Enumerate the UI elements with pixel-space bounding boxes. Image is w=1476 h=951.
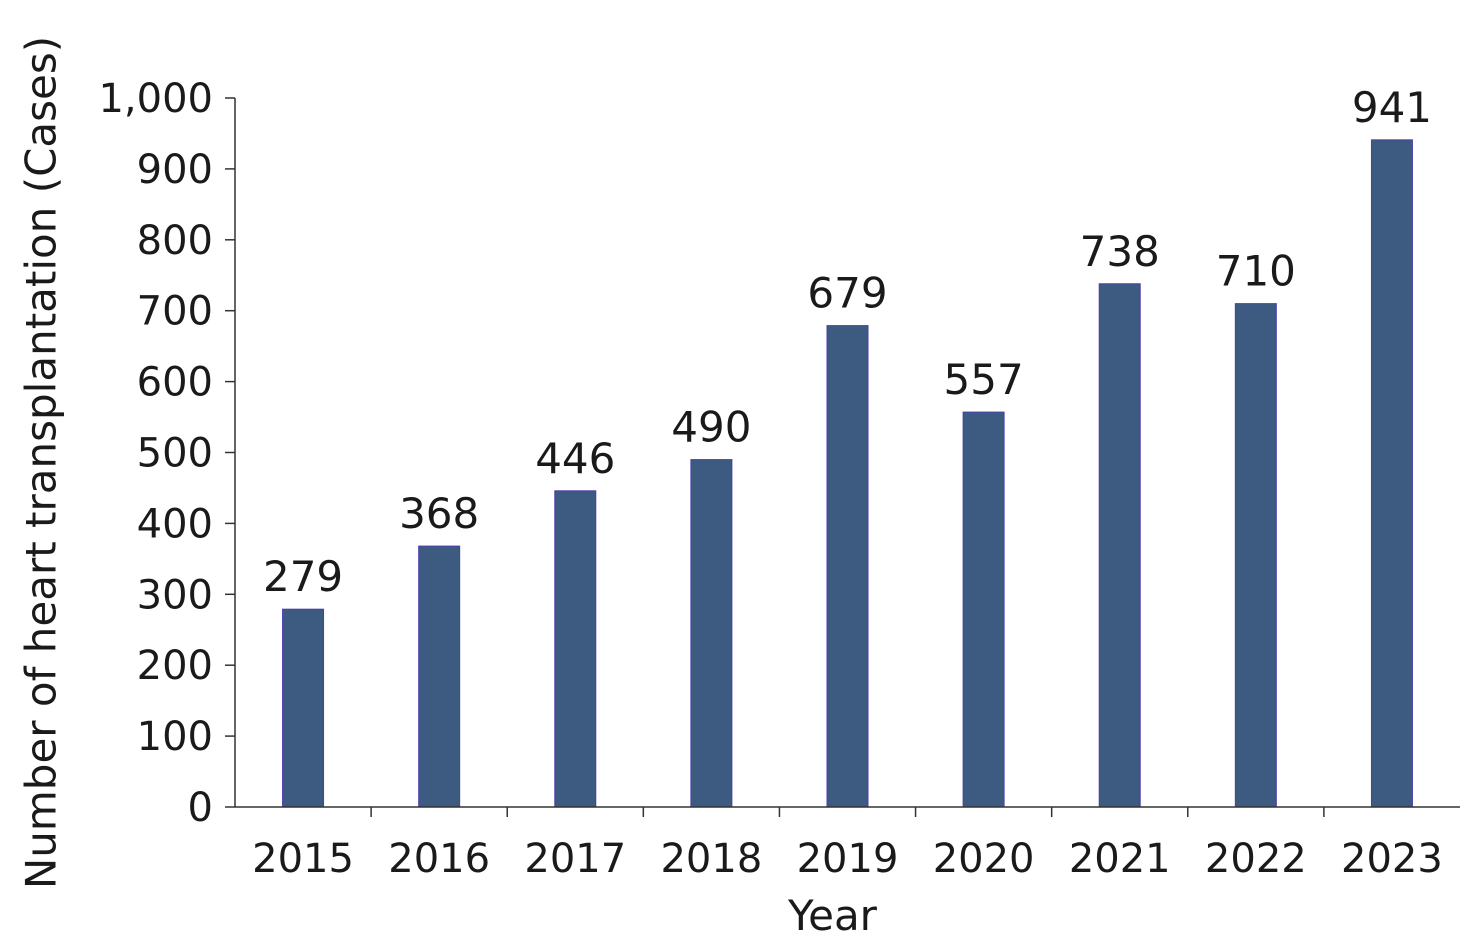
bar-2022 — [1234, 303, 1277, 808]
y-tick-label: 900 — [137, 147, 213, 193]
x-tick-label: 2019 — [797, 836, 899, 882]
data-label-2015: 279 — [263, 552, 343, 601]
bar-2016 — [418, 545, 461, 808]
x-tick-label: 2021 — [1069, 836, 1171, 882]
data-label-2020: 557 — [944, 355, 1024, 404]
bar-2021 — [1098, 283, 1141, 808]
x-axis-title: Year — [787, 891, 878, 940]
x-tick-label: 2023 — [1341, 836, 1443, 882]
data-label-2023: 941 — [1352, 83, 1432, 132]
y-tick-label: 300 — [137, 572, 213, 618]
data-label-2021: 738 — [1080, 227, 1160, 276]
x-tick-label: 2016 — [388, 836, 490, 882]
data-label-2019: 679 — [807, 269, 887, 318]
y-axis-title: Number of heart transplantation (Cases) — [17, 36, 66, 889]
x-tick-label: 2020 — [933, 836, 1035, 882]
y-tick-label: 100 — [137, 714, 213, 760]
x-axis-ticks: 2015 2016 2017 2018 2019 2020 2021 2022 2023 — [252, 807, 1443, 882]
y-tick-label: 1,000 — [98, 76, 213, 122]
data-label-2017: 446 — [535, 434, 615, 483]
y-tick-label: 200 — [137, 643, 213, 689]
y-axis-ticks: 0 100 200 300 400 500 600 700 800 900 1,000 — [98, 76, 235, 831]
x-tick-label: 2015 — [252, 836, 354, 882]
data-label-2022: 710 — [1216, 247, 1296, 296]
bar-2023 — [1370, 139, 1413, 808]
data-label-2018: 490 — [671, 403, 751, 452]
bar-2015 — [282, 608, 325, 808]
x-tick-label: 2017 — [524, 836, 626, 882]
bar-2018 — [690, 459, 733, 808]
bar-2017 — [554, 490, 597, 808]
y-tick-label: 500 — [137, 431, 213, 477]
bar-2020 — [962, 411, 1005, 808]
bar-2019 — [826, 325, 869, 808]
x-tick-label: 2022 — [1205, 836, 1307, 882]
y-tick-label: 0 — [188, 785, 213, 831]
y-tick-label: 700 — [137, 289, 213, 335]
x-tick-label: 2018 — [660, 836, 762, 882]
data-label-2016: 368 — [399, 489, 479, 538]
y-tick-label: 400 — [137, 501, 213, 547]
bars-group — [282, 139, 1413, 808]
data-labels-group: 279 368 446 490 679 557 738 710 941 — [263, 83, 1432, 601]
y-tick-label: 600 — [137, 360, 213, 406]
y-tick-label: 800 — [137, 218, 213, 264]
